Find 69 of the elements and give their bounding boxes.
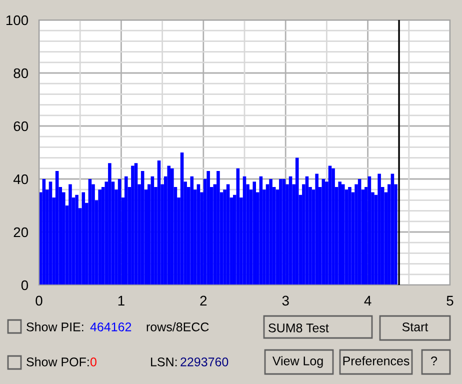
bar [332, 168, 335, 285]
bar [206, 171, 210, 285]
bar [269, 179, 272, 285]
bar [282, 179, 286, 285]
bar [75, 194, 78, 285]
bar [322, 179, 326, 285]
text: rows/8ECC [146, 322, 209, 332]
bar [348, 186, 352, 285]
bar [108, 163, 112, 285]
y-tick-label: 60 [14, 121, 28, 132]
bar [118, 179, 122, 285]
bar [390, 174, 394, 285]
bar [259, 176, 263, 285]
bar [124, 176, 128, 285]
bar [82, 192, 86, 285]
bar [68, 184, 72, 285]
y-tick-label: 80 [14, 68, 28, 78]
text: Show PIE: [26, 322, 84, 332]
bar [134, 163, 138, 285]
y-tick-label: 20 [14, 227, 28, 238]
bar [140, 171, 144, 285]
bar [157, 160, 161, 285]
bar [190, 176, 194, 285]
bar [358, 179, 362, 285]
bar [252, 182, 256, 285]
bar [328, 166, 332, 285]
bar [150, 176, 154, 285]
bar [288, 176, 292, 285]
bar [305, 176, 309, 285]
x-tick-label: 5 [446, 296, 454, 306]
text: 2293760 [180, 358, 228, 366]
bar [242, 176, 246, 285]
bar [368, 176, 372, 285]
bar [88, 179, 92, 285]
bar [48, 182, 52, 285]
x-tick-label: 0 [36, 296, 42, 306]
bar [341, 184, 345, 285]
x-tick-label: 3 [282, 296, 289, 306]
bar [196, 184, 200, 285]
bar [167, 166, 171, 285]
bar [236, 168, 240, 285]
text: 0 [90, 358, 96, 366]
bar [378, 174, 381, 285]
text: 464162 [90, 322, 132, 332]
y-tick-label: 40 [13, 174, 28, 184]
bar [338, 182, 342, 285]
text: LSN: [151, 358, 177, 366]
bar [295, 158, 299, 285]
bar [216, 171, 220, 285]
bar [180, 152, 184, 285]
text: Show POF: [26, 357, 89, 366]
text: Start [402, 322, 428, 332]
bar [226, 184, 230, 285]
bar [42, 179, 46, 285]
bar [55, 171, 59, 285]
x-tick-label: 2 [200, 296, 207, 306]
bar [98, 190, 102, 285]
text: ? [431, 356, 438, 366]
y-tick-label: 100 [6, 15, 28, 26]
bar [279, 179, 282, 285]
y-tick-label: 0 [21, 280, 28, 290]
text: View Log [272, 356, 323, 368]
bar [315, 174, 318, 285]
text: Preferences [343, 356, 410, 366]
bar [131, 166, 134, 285]
text: SUM8 Test [268, 324, 329, 332]
bar [170, 168, 174, 285]
x-tick-label: 4 [364, 296, 372, 306]
x-tick-label: 1 [118, 296, 124, 306]
